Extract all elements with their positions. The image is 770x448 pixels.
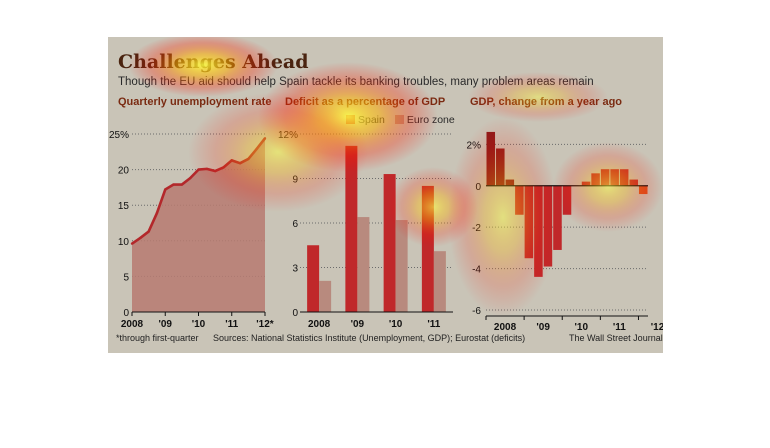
gdp-bar [486, 131, 496, 186]
deficit-y-tick-label: 0 [292, 308, 298, 319]
charts-svg: 0 5 10 15 20 25% 2008 '09 '10 '11 '12* 0 3 6 9 12% 2008 '… [109, 130, 663, 333]
unemployment-x-tick-label: '10 [192, 319, 206, 330]
gdp-bar [543, 185, 553, 267]
deficit-bar-spain [421, 185, 434, 312]
unemployment-y-tick-label: 0 [123, 308, 129, 319]
deficit-bar-euro-zone [433, 251, 446, 312]
unemployment-y-tick-label: 15 [118, 201, 130, 212]
deficit-bar-spain [383, 174, 396, 312]
unemployment-point [222, 166, 225, 169]
unemployment-point [247, 157, 250, 161]
unemployment-point [172, 183, 175, 186]
unemployment-point [180, 183, 184, 186]
gdp-bar [505, 179, 515, 186]
unemployment-point [263, 137, 267, 140]
unemployment-point [205, 167, 209, 171]
unemployment-x-tick-label: '09 [158, 319, 172, 330]
unemployment-point [164, 188, 167, 191]
sources-note: Sources: National Statistics Institute (… [213, 333, 526, 343]
unemployment-point [230, 159, 233, 162]
gdp-x-tick-label: '09 [536, 322, 550, 333]
deficit-x-tick-label: '10 [389, 319, 403, 330]
gdp-bar [562, 185, 572, 215]
footnote: *through first-quarter [116, 333, 199, 343]
gdp-bar [619, 169, 629, 186]
gdp-bar [515, 185, 524, 215]
gdp-bar [553, 185, 562, 250]
gdp-bar [524, 185, 534, 259]
gdp-bar [610, 169, 619, 186]
deficit-bar-spain [307, 245, 320, 312]
deficit-y-tick-label: 6 [292, 219, 298, 230]
unemployment-point [147, 230, 150, 233]
unemployment-y-tick-label: 5 [123, 272, 129, 283]
unemployment-y-tick-label: 20 [118, 166, 130, 177]
gdp-y-tick-label: 2% [467, 140, 482, 151]
gdp-y-tick-label: -6 [472, 306, 481, 317]
deficit-bar-euro-zone [357, 217, 370, 312]
deficit-x-tick-label: 2008 [308, 319, 331, 330]
unemployment-point [188, 176, 192, 180]
gdp-bar [591, 173, 600, 186]
gdp-y-tick-label: -4 [472, 265, 481, 276]
gdp-x-tick-label: '12 [651, 322, 663, 333]
unemployment-y-tick-label: 10 [118, 237, 130, 248]
unemployment-point [197, 168, 200, 171]
gdp-x-tick-label: 2008 [494, 322, 517, 333]
gdp-x-tick-label: '10 [575, 322, 589, 333]
deficit-bar-spain [345, 145, 358, 312]
gdp-bar [581, 181, 591, 186]
gdp-y-tick-label: -2 [472, 223, 481, 234]
gdp-bar [496, 148, 505, 186]
unemployment-point [130, 242, 134, 245]
unemployment-point [255, 147, 258, 151]
deficit-x-tick-label: '09 [351, 319, 365, 330]
unemployment-point [213, 169, 217, 173]
deficit-x-tick-label: '11 [427, 319, 440, 330]
credit: The Wall Street Journal [569, 333, 663, 343]
deficit-y-tick-label: 12% [278, 130, 298, 141]
unemployment-point [238, 161, 242, 165]
chart-graphic: Challenges Ahead Though the EU aid shoul… [108, 37, 663, 353]
gdp-bar [600, 169, 610, 186]
gdp-x-tick-label: '11 [613, 322, 626, 333]
unemployment-x-tick-label: '11 [225, 319, 238, 330]
gdp-bar [629, 179, 638, 186]
gdp-bar [534, 185, 543, 277]
unemployment-x-tick-label: '12* [256, 319, 274, 330]
deficit-y-tick-label: 9 [292, 175, 298, 186]
unemployment-point [155, 211, 159, 215]
deficit-y-tick-label: 3 [292, 264, 298, 275]
gdp-bar [638, 185, 648, 195]
deficit-bar-euro-zone [319, 280, 332, 312]
gdp-y-tick-label: 0 [475, 182, 481, 193]
unemployment-x-tick-label: 2008 [121, 319, 144, 330]
unemployment-y-tick-label: 25% [109, 130, 129, 141]
deficit-bar-euro-zone [395, 220, 408, 312]
unemployment-point [139, 236, 142, 240]
